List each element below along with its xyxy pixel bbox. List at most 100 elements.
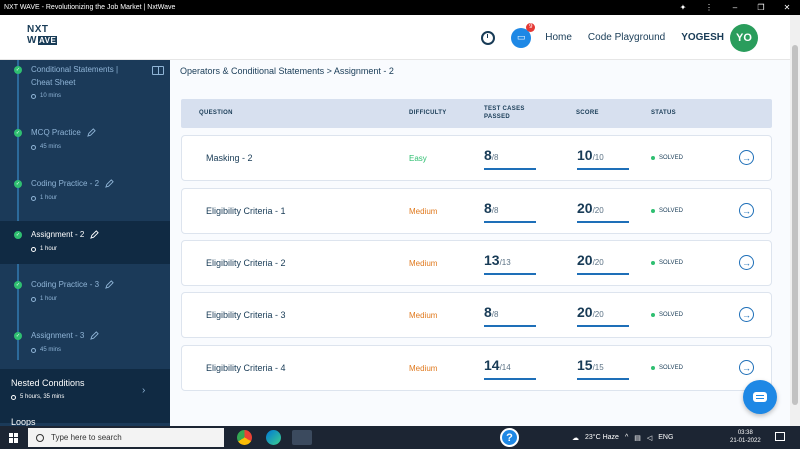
status-badge: SOLVED [651,365,683,371]
taskbar-search-input[interactable]: Type here to search [28,428,224,447]
test-cases-total: /8 [491,206,499,215]
section-title: Nested Conditions [11,378,85,388]
difficulty-label: Medium [409,364,438,373]
sidebar-item-mcq-practice[interactable]: ✓ MCQ Practice 45 mins [0,120,170,170]
minimize-button[interactable]: – [732,3,738,12]
table-row[interactable]: Eligibility Criteria - 1 Medium 8/8 20/20 SO… [181,188,772,234]
sidebar-item-coding-practice-3[interactable]: ✓ Coding Practice - 3 1 hour [0,271,170,321]
nxtwave-logo[interactable]: NXT W AVE [27,24,58,46]
score-total: /20 [592,310,604,319]
score-value: 20 [577,252,593,268]
test-cases-progress-bar [484,221,536,223]
scroll-thumb[interactable] [792,45,798,405]
sidebar-item-assignment-3[interactable]: ✓ Assignment - 3 45 mins [0,322,170,370]
completed-check-icon: ✓ [14,180,22,188]
help-icon[interactable]: ? [500,428,519,447]
network-icon[interactable]: ▤ [634,434,641,442]
course-sidebar: ✓ Conditional Statements | Cheat Sheet 1… [0,60,170,426]
chat-bubble-icon [753,392,767,402]
test-cases-progress-bar [484,325,536,327]
sidebar-item-assignment-2[interactable]: ✓ Assignment - 2 1 hour [0,221,170,264]
nxtwave-app-icon[interactable] [292,430,312,445]
search-icon [36,433,44,442]
nav-code-playground-link[interactable]: Code Playground [587,32,666,43]
difficulty-label: Easy [409,154,427,163]
question-name[interactable]: Eligibility Criteria - 4 [206,363,286,373]
windows-start-icon[interactable] [9,432,19,443]
username[interactable]: YOGESH [681,32,724,43]
arrow-right-circle-icon[interactable]: → [739,360,754,375]
test-cases-passed: 8 [484,304,492,320]
sidebar-section-nested-conditions[interactable]: Nested Conditions 5 hours, 35 mins › [0,369,170,423]
completed-check-icon: ✓ [14,332,22,340]
test-cases-metric: 8/8 [484,147,536,170]
score-metric: 10/10 [577,147,629,170]
notification-center-icon[interactable] [775,432,785,441]
table-row[interactable]: Eligibility Criteria - 3 Medium 8/8 20/20 SO… [181,292,772,338]
question-name[interactable]: Eligibility Criteria - 3 [206,310,286,320]
arrow-right-circle-icon[interactable]: → [739,150,754,165]
language-indicator[interactable]: ENG [658,434,674,441]
chat-icon[interactable]: ▭ 9 [511,22,536,48]
test-cases-passed: 13 [484,252,500,268]
table-row[interactable]: Masking - 2 Easy 8/8 10/10 SOLVED → [181,135,772,181]
close-button[interactable]: ✕ [783,3,791,12]
question-name[interactable]: Eligibility Criteria - 1 [206,206,286,216]
search-placeholder: Type here to search [51,433,122,442]
weather-icon: ☁ [572,434,579,442]
test-cases-metric: 8/8 [484,200,536,223]
table-row[interactable]: Eligibility Criteria - 2 Medium 13/13 20/20… [181,240,772,286]
book-icon[interactable] [152,66,164,75]
score-total: /10 [592,153,604,162]
sidebar-item-duration: 45 mins [40,144,62,150]
status-text: SOLVED [659,260,683,266]
clock-icon [31,296,36,302]
sidebar-item-coding-practice-2[interactable]: ✓ Coding Practice - 2 1 hour [0,170,170,220]
windows-taskbar: Type here to search ? ☁ 23°C Haze ^ ▤ ◁ … [0,426,800,449]
status-badge: SOLVED [651,260,683,266]
difficulty-label: Medium [409,311,438,320]
stopwatch-icon[interactable] [481,30,496,45]
score-metric: 20/20 [577,304,629,327]
page-scrollbar[interactable] [790,15,800,426]
avatar[interactable]: YO [730,23,758,52]
arrow-right-circle-icon[interactable]: → [739,255,754,270]
chat-support-button[interactable] [743,380,777,414]
chevron-up-icon[interactable]: ^ [624,434,629,441]
restore-button[interactable]: ❐ [757,3,765,12]
volume-icon[interactable]: ◁ [646,434,653,442]
test-cases-progress-bar [484,273,536,275]
clock-icon [31,246,36,252]
sidebar-item-label: Assignment - 3 [31,331,85,340]
sidebar-item-cheat-sheet[interactable]: ✓ Conditional Statements | Cheat Sheet 1… [0,60,170,110]
test-cases-progress-bar [484,378,536,380]
sidebar-item-label: Coding Practice - 2 [31,179,100,188]
arrow-right-circle-icon[interactable]: → [739,307,754,322]
solved-dot-icon [651,261,655,265]
sidebar-section-loops[interactable]: Loops [11,417,36,426]
extensions-icon[interactable]: ✦ [679,3,687,12]
score-progress-bar [577,325,629,327]
chrome-icon[interactable] [237,430,252,445]
score-metric: 20/20 [577,252,629,275]
score-value: 20 [577,200,593,216]
system-clock[interactable]: 03:38 21-01-2022 [730,429,761,445]
completed-check-icon: ✓ [14,129,22,137]
completed-check-icon: ✓ [14,231,22,239]
score-total: /15 [592,363,604,372]
sidebar-item-duration: 10 mins [40,93,62,99]
more-menu-icon[interactable]: ⋮ [705,3,713,12]
arrow-right-circle-icon[interactable]: → [739,203,754,218]
question-name[interactable]: Masking - 2 [206,153,253,163]
edge-icon[interactable] [266,430,281,445]
clock-icon [11,394,16,400]
score-progress-fill [577,221,629,223]
table-row[interactable]: Eligibility Criteria - 4 Medium 14/14 15/15… [181,345,772,391]
score-metric: 20/20 [577,200,629,223]
nav-home-link[interactable]: Home [545,32,572,43]
score-progress-bar [577,378,629,380]
test-cases-progress-fill [484,168,536,170]
status-text: SOLVED [659,312,683,318]
pencil-icon [90,331,100,341]
question-name[interactable]: Eligibility Criteria - 2 [206,258,286,268]
